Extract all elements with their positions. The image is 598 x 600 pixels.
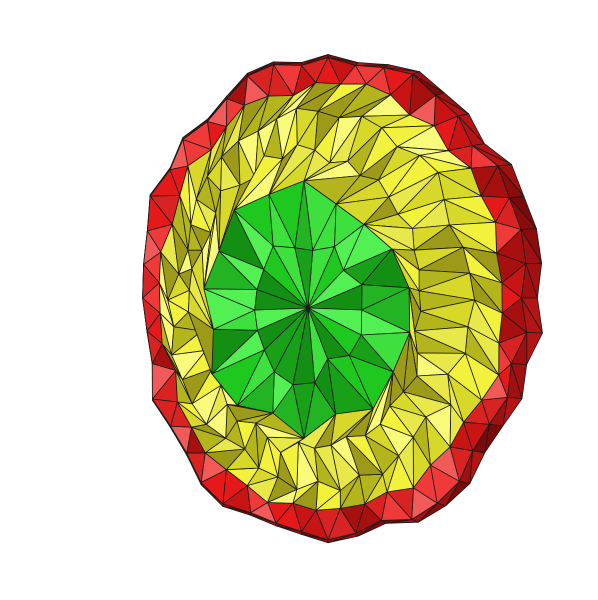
middle-band-layer (158, 82, 503, 511)
outer-rim-layer (142, 54, 543, 544)
core-facet (294, 247, 314, 309)
inner-core-layer (203, 180, 411, 439)
